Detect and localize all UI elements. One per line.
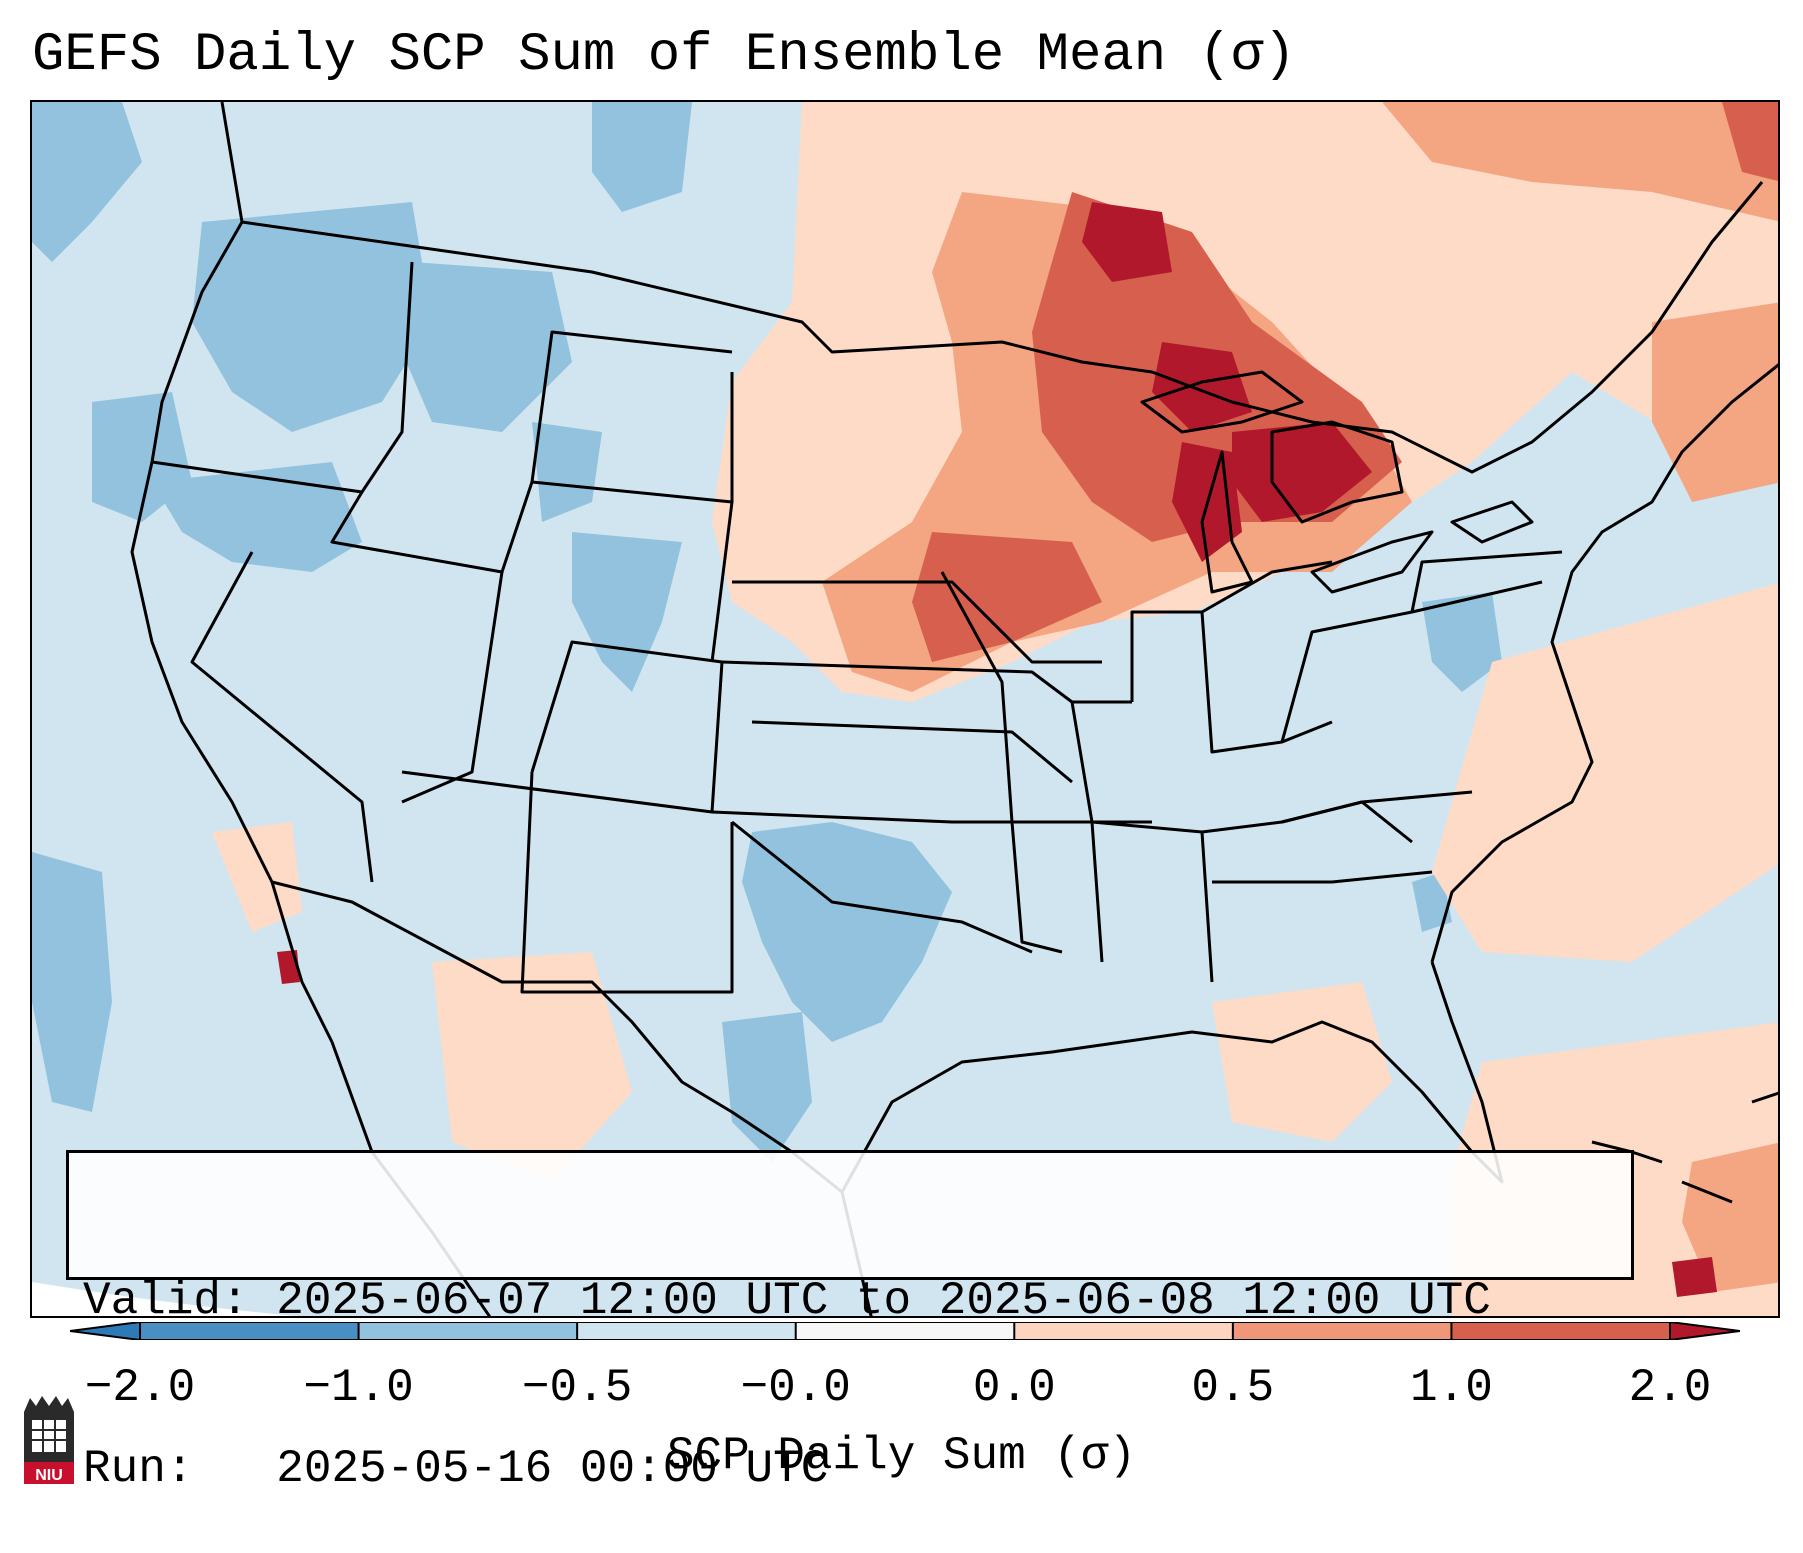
run-time-text: Run: 2025-05-16 00:00 UTC	[83, 1443, 829, 1495]
colorbar-segment	[140, 1322, 360, 1340]
colorbar-segment	[1014, 1322, 1234, 1340]
colorbar-segment	[577, 1322, 797, 1340]
map-canvas	[32, 102, 1778, 1316]
map-panel	[30, 100, 1780, 1318]
colorbar-tick-label: 0.0	[972, 1362, 1056, 1414]
chart-title: GEFS Daily SCP Sum of Ensemble Mean (σ)	[32, 25, 1296, 86]
colorbar-tick-label: −2.0	[84, 1362, 196, 1414]
colorbar-tick-label: 1.0	[1410, 1362, 1493, 1414]
colorbar-tick-label: 0.5	[1191, 1362, 1275, 1414]
valid-time-text: Valid: 2025-06-07 12:00 UTC to 2025-06-0…	[83, 1275, 1491, 1327]
colorbar-extend-max	[1670, 1322, 1740, 1340]
valid-run-info-box: Valid: 2025-06-07 12:00 UTC to 2025-06-0…	[66, 1150, 1634, 1495]
colorbar-tick-label: 2.0	[1628, 1362, 1712, 1414]
colorbar-tick-label: −0.5	[521, 1362, 633, 1414]
domain-edge	[32, 1282, 297, 1316]
colorbar-label: SCP Daily Sum (σ)	[666, 1430, 1137, 1482]
logo-text: NIU	[35, 1467, 63, 1484]
colorbar-segment	[1232, 1322, 1452, 1340]
colorbar-tick-label: −0.0	[740, 1362, 851, 1414]
colorbar-tick-label: −1.0	[303, 1362, 414, 1414]
colorbar-segment	[1451, 1322, 1671, 1340]
colorbar-segment	[795, 1322, 1015, 1340]
colorbar	[70, 1322, 1740, 1340]
negative-anomaly-areas	[32, 102, 1502, 1162]
positive-anomaly-extreme	[277, 202, 1717, 1297]
colorbar-extend-min	[70, 1322, 140, 1340]
niu-logo-icon: NIU	[24, 1396, 74, 1484]
colorbar-segment	[358, 1322, 578, 1340]
